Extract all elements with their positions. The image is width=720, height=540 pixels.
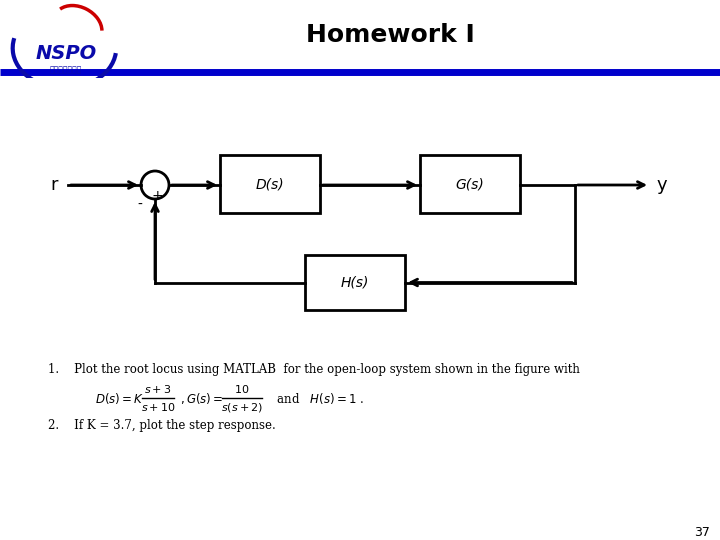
- Text: G(s): G(s): [456, 177, 485, 191]
- Text: y: y: [657, 176, 667, 194]
- Text: $10$: $10$: [234, 383, 250, 395]
- Text: Homework I: Homework I: [305, 23, 474, 47]
- Text: and   $H(s) = 1$ .: and $H(s) = 1$ .: [269, 390, 364, 406]
- Bar: [420, 155, 520, 213]
- Text: 37: 37: [694, 525, 710, 538]
- Text: +: +: [151, 189, 163, 203]
- Text: 1.    Plot the root locus using MATLAB  for the open-loop system shown in the fi: 1. Plot the root locus using MATLAB for …: [48, 363, 580, 376]
- Text: 国家太空計出室: 国家太空計出室: [50, 66, 82, 75]
- Text: $, G(s) =$: $, G(s) =$: [180, 390, 223, 406]
- Text: NSPO: NSPO: [35, 44, 97, 63]
- Text: $s+10$: $s+10$: [140, 401, 176, 413]
- Text: $s(s+2)$: $s(s+2)$: [221, 401, 263, 414]
- Text: r: r: [50, 176, 58, 194]
- Text: $s+3$: $s+3$: [144, 383, 172, 395]
- Text: H(s): H(s): [341, 275, 369, 289]
- Bar: [305, 255, 405, 310]
- Text: D(s): D(s): [256, 177, 284, 191]
- Text: -: -: [138, 198, 143, 212]
- Bar: [220, 155, 320, 213]
- Text: $D(s) = K$: $D(s) = K$: [95, 390, 144, 406]
- Text: 2.    If K = 3.7, plot the step response.: 2. If K = 3.7, plot the step response.: [48, 418, 276, 431]
